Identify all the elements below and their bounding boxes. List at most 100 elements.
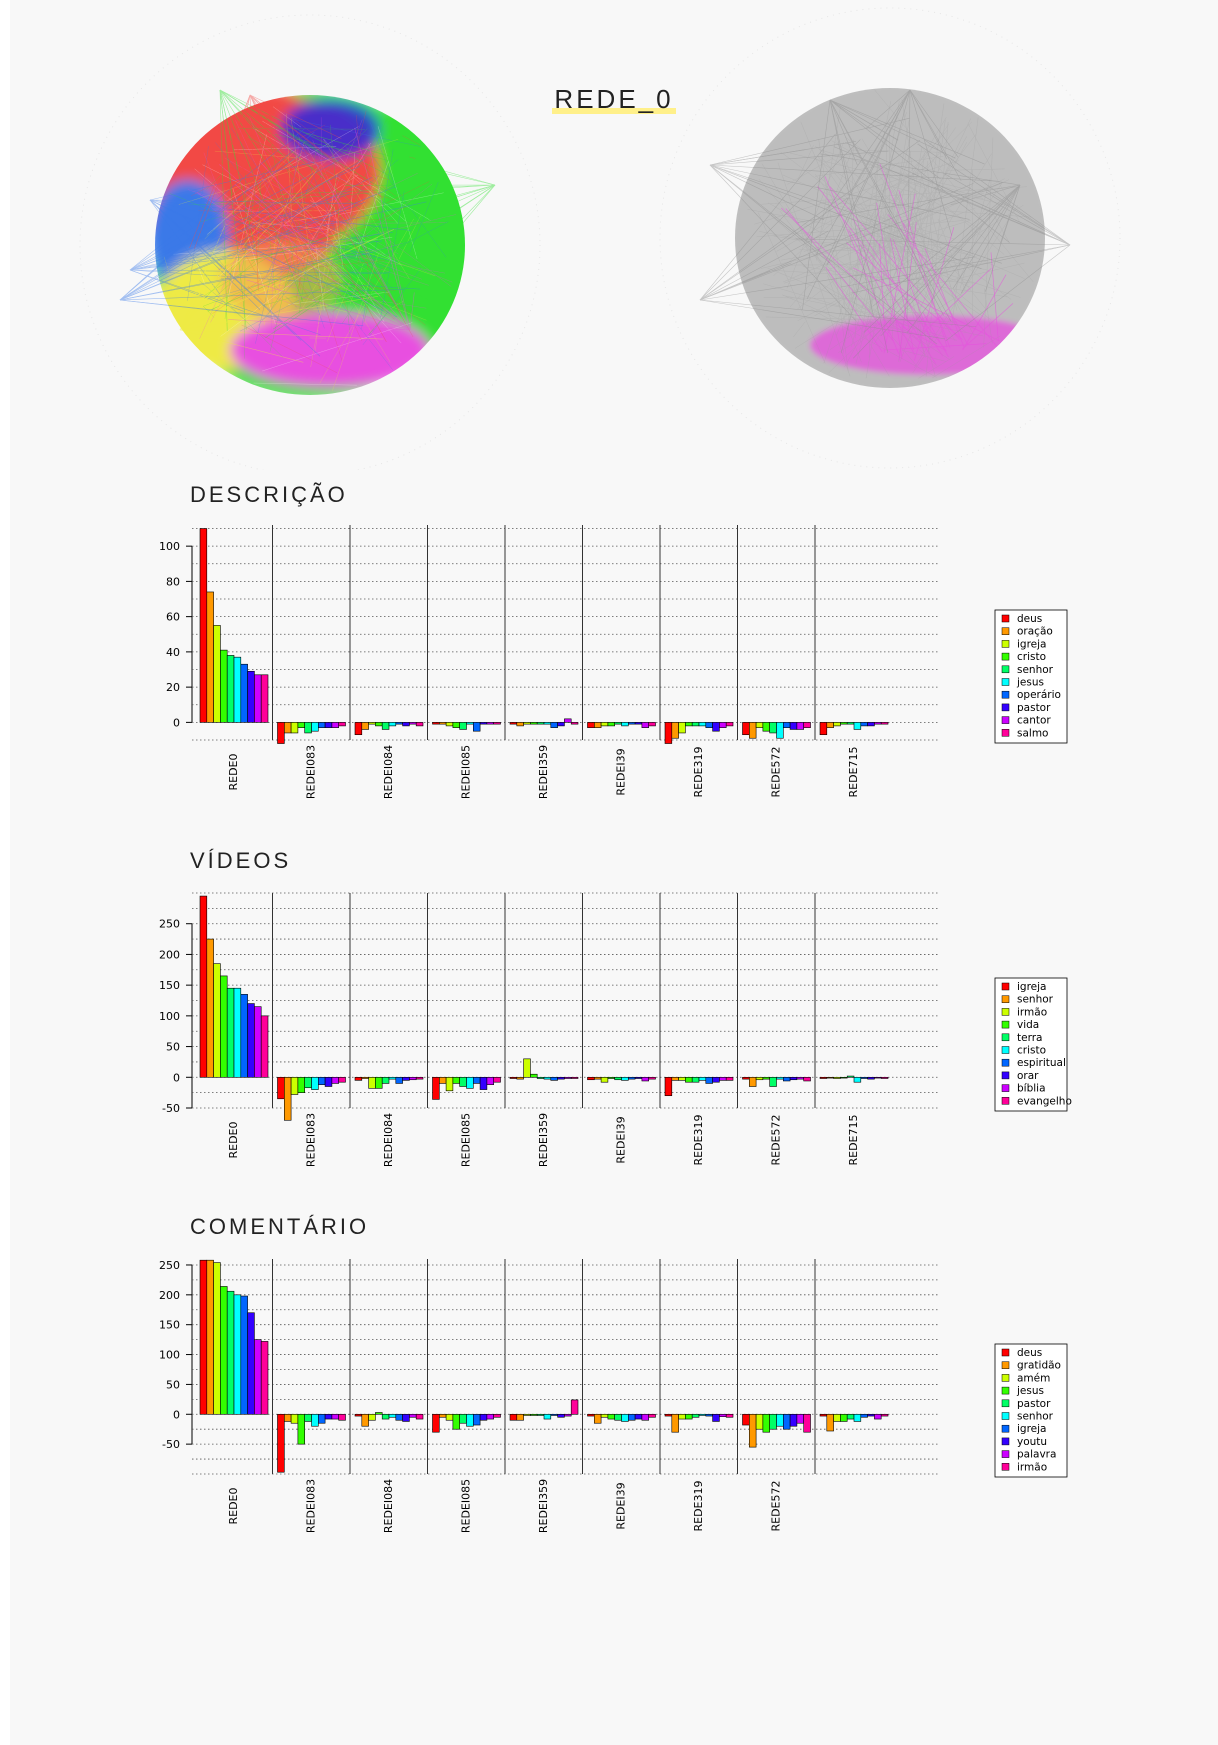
bar <box>719 1076 727 1081</box>
bar <box>593 1076 602 1080</box>
bar <box>600 1413 609 1418</box>
bar <box>220 975 228 1078</box>
bar <box>614 1076 622 1081</box>
y-tick-label: 250 <box>159 1259 180 1272</box>
bar <box>438 722 447 725</box>
x-tick-label: REDE572 <box>770 1114 783 1165</box>
legend-label: cristo <box>1017 651 1046 663</box>
legend-swatch <box>1001 1033 1010 1042</box>
bar <box>361 1076 369 1079</box>
legend-label: operário <box>1017 689 1061 701</box>
legend-label: cantor <box>1017 715 1051 727</box>
legend-swatch <box>1001 1058 1010 1067</box>
legend-swatch <box>1001 703 1010 712</box>
bar <box>445 1413 454 1421</box>
bar <box>452 722 460 728</box>
y-tick-label: 0 <box>173 1408 180 1421</box>
legend-label: igreja <box>1017 638 1046 650</box>
y-tick-label: 150 <box>159 1319 180 1332</box>
bar <box>381 1413 390 1420</box>
bar <box>846 1075 855 1078</box>
y-tick-label: 50 <box>166 1378 180 1391</box>
bar <box>509 1076 518 1079</box>
bar <box>206 591 214 723</box>
chart-comentario: -50 0 50 100 150 200 250 REDE0 REDEI083 REDEI084 R… <box>159 1259 1068 1533</box>
bar <box>712 1076 720 1083</box>
bar <box>479 1076 488 1090</box>
bar <box>331 1076 339 1084</box>
bar <box>564 1076 572 1079</box>
legend-label: cristo <box>1017 1045 1046 1057</box>
legend-swatch <box>1001 1097 1010 1105</box>
bar <box>648 1413 656 1418</box>
bar <box>648 722 656 727</box>
network-halo <box>659 7 1121 469</box>
bar <box>254 674 262 723</box>
bar <box>826 1076 834 1079</box>
bar <box>254 1339 262 1415</box>
bar <box>354 722 363 736</box>
x-tick-label: REDEI359 <box>537 1479 550 1533</box>
bar <box>853 1076 862 1083</box>
legend-swatch <box>1001 982 1010 991</box>
bar <box>719 722 727 728</box>
bar <box>557 1076 565 1080</box>
bar <box>536 722 545 725</box>
x-tick-label: REDE319 <box>692 1114 705 1165</box>
legend-swatch <box>1001 1020 1010 1029</box>
y-tick-label: 200 <box>159 948 180 961</box>
y-tick-label: 80 <box>166 575 180 588</box>
bar <box>493 1076 501 1083</box>
bar <box>304 1076 312 1089</box>
bar <box>445 722 454 727</box>
bar <box>361 722 369 730</box>
bar <box>621 1413 629 1422</box>
bar <box>840 1413 848 1422</box>
y-tick-label: 200 <box>159 1289 180 1302</box>
bar <box>459 1076 467 1087</box>
bar <box>698 1076 707 1081</box>
bar <box>240 663 248 723</box>
y-tick-label: 150 <box>159 979 180 992</box>
bar <box>375 722 383 727</box>
legend-label: vida <box>1017 1019 1039 1031</box>
x-tick-label: REDE0 <box>227 753 240 790</box>
bar <box>776 1413 784 1427</box>
bar <box>769 1413 777 1430</box>
x-tick-label: REDEI359 <box>537 1113 550 1167</box>
y-tick-label: -50 <box>162 1438 180 1451</box>
bar <box>641 722 650 728</box>
bar <box>368 722 376 725</box>
bar <box>712 722 720 732</box>
bar <box>206 938 214 1078</box>
bar <box>570 1399 579 1415</box>
bar <box>691 1413 700 1418</box>
bar <box>600 722 609 727</box>
y-tick-label: 50 <box>166 1041 180 1054</box>
bar <box>742 1413 750 1426</box>
bar <box>381 1076 390 1084</box>
bar <box>199 895 208 1078</box>
bar <box>685 722 693 727</box>
bar <box>819 722 828 736</box>
y-tick-label: 60 <box>166 611 180 624</box>
bar <box>840 1076 848 1079</box>
bar <box>671 1076 679 1081</box>
bar <box>459 1413 467 1424</box>
network-graph-communities <box>79 14 541 470</box>
bar <box>782 722 791 728</box>
bar <box>354 1413 363 1417</box>
x-tick-label: REDEI39 <box>615 748 628 795</box>
bar <box>530 722 538 725</box>
legend-swatch <box>1001 652 1010 661</box>
bar <box>213 1262 221 1415</box>
bar <box>698 722 707 727</box>
bar <box>593 1413 602 1424</box>
bar <box>725 1413 734 1418</box>
bar <box>593 722 602 728</box>
bar <box>803 1076 811 1082</box>
bar <box>725 722 734 727</box>
bar <box>260 1341 269 1415</box>
bar <box>789 1076 798 1081</box>
x-tick-label: REDEI39 <box>615 1116 628 1163</box>
